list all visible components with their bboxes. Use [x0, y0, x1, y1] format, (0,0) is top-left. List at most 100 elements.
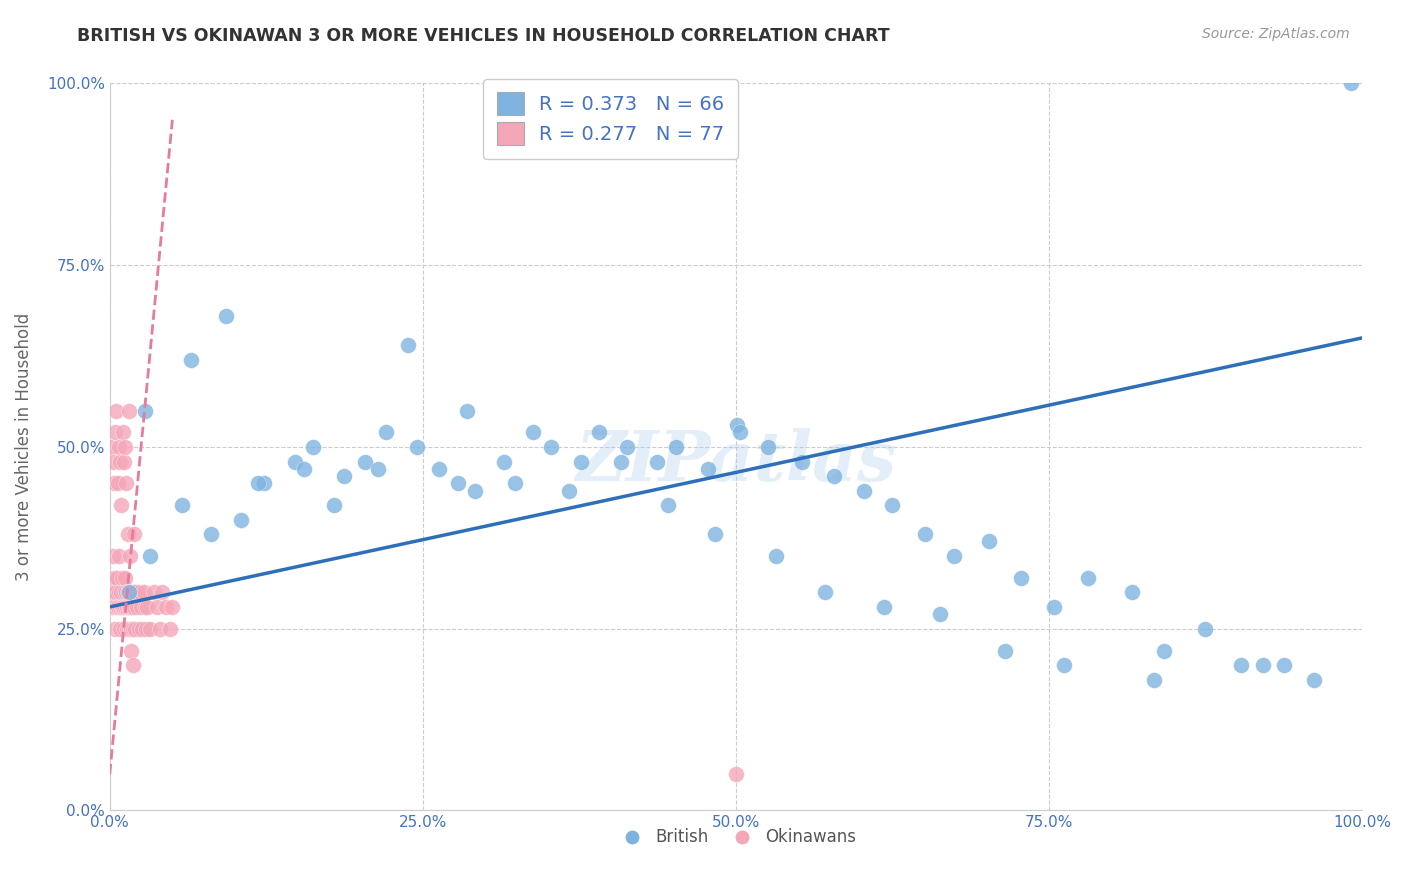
- Point: [1194, 622, 1216, 636]
- Point: [110, 622, 132, 636]
- Point: [301, 440, 323, 454]
- Point: [569, 454, 592, 468]
- Point: [121, 599, 143, 614]
- Point: [994, 643, 1017, 657]
- Point: [101, 549, 124, 563]
- Point: [118, 622, 141, 636]
- Point: [149, 622, 172, 636]
- Point: [134, 403, 156, 417]
- Point: [122, 585, 145, 599]
- Point: [105, 585, 128, 599]
- Point: [121, 658, 143, 673]
- Point: [112, 622, 135, 636]
- Point: [657, 498, 679, 512]
- Point: [111, 571, 134, 585]
- Point: [823, 469, 845, 483]
- Text: BRITISH VS OKINAWAN 3 OR MORE VEHICLES IN HOUSEHOLD CORRELATION CHART: BRITISH VS OKINAWAN 3 OR MORE VEHICLES I…: [77, 27, 890, 45]
- Point: [367, 462, 389, 476]
- Point: [1251, 658, 1274, 673]
- Point: [104, 571, 127, 585]
- Point: [522, 425, 544, 440]
- Point: [645, 454, 668, 468]
- Point: [100, 599, 122, 614]
- Point: [114, 440, 136, 454]
- Point: [115, 476, 138, 491]
- Point: [118, 403, 141, 417]
- Point: [1043, 599, 1066, 614]
- Point: [942, 549, 965, 563]
- Point: [215, 309, 238, 323]
- Point: [135, 622, 157, 636]
- Point: [107, 585, 129, 599]
- Point: [703, 527, 725, 541]
- Point: [139, 622, 162, 636]
- Point: [128, 622, 150, 636]
- Point: [114, 599, 136, 614]
- Point: [107, 599, 129, 614]
- Point: [124, 622, 146, 636]
- Point: [128, 585, 150, 599]
- Point: [172, 498, 194, 512]
- Point: [105, 403, 128, 417]
- Point: [108, 454, 131, 468]
- Point: [1121, 585, 1143, 599]
- Point: [117, 585, 139, 599]
- Point: [118, 585, 141, 599]
- Point: [105, 571, 128, 585]
- Point: [155, 599, 177, 614]
- Point: [100, 440, 122, 454]
- Point: [200, 527, 222, 541]
- Point: [814, 585, 837, 599]
- Point: [111, 599, 134, 614]
- Point: [100, 571, 122, 585]
- Point: [112, 454, 135, 468]
- Point: [1303, 673, 1326, 687]
- Point: [114, 571, 136, 585]
- Point: [792, 454, 814, 468]
- Point: [1272, 658, 1295, 673]
- Text: ZIPatlas: ZIPatlas: [575, 428, 897, 495]
- Point: [120, 622, 142, 636]
- Point: [609, 454, 631, 468]
- Point: [505, 476, 527, 491]
- Point: [107, 476, 129, 491]
- Point: [758, 440, 780, 454]
- Point: [122, 527, 145, 541]
- Point: [122, 599, 145, 614]
- Point: [872, 599, 894, 614]
- Point: [150, 585, 173, 599]
- Point: [107, 440, 129, 454]
- Point: [104, 622, 127, 636]
- Point: [697, 462, 720, 476]
- Point: [665, 440, 688, 454]
- Point: [117, 527, 139, 541]
- Point: [139, 549, 162, 563]
- Point: [558, 483, 581, 498]
- Point: [122, 622, 145, 636]
- Point: [125, 585, 148, 599]
- Point: [117, 599, 139, 614]
- Point: [1053, 658, 1076, 673]
- Point: [162, 599, 184, 614]
- Point: [121, 585, 143, 599]
- Point: [112, 585, 135, 599]
- Point: [1229, 658, 1251, 673]
- Point: [120, 599, 142, 614]
- Point: [724, 767, 747, 781]
- Point: [292, 462, 315, 476]
- Point: [117, 622, 139, 636]
- Point: [929, 607, 952, 622]
- Point: [117, 585, 139, 599]
- Point: [588, 425, 610, 440]
- Point: [765, 549, 787, 563]
- Point: [132, 585, 155, 599]
- Point: [977, 534, 1000, 549]
- Point: [728, 425, 751, 440]
- Point: [134, 599, 156, 614]
- Point: [882, 498, 904, 512]
- Point: [136, 599, 159, 614]
- Point: [115, 585, 138, 599]
- Point: [231, 513, 253, 527]
- Point: [253, 476, 276, 491]
- Point: [127, 599, 149, 614]
